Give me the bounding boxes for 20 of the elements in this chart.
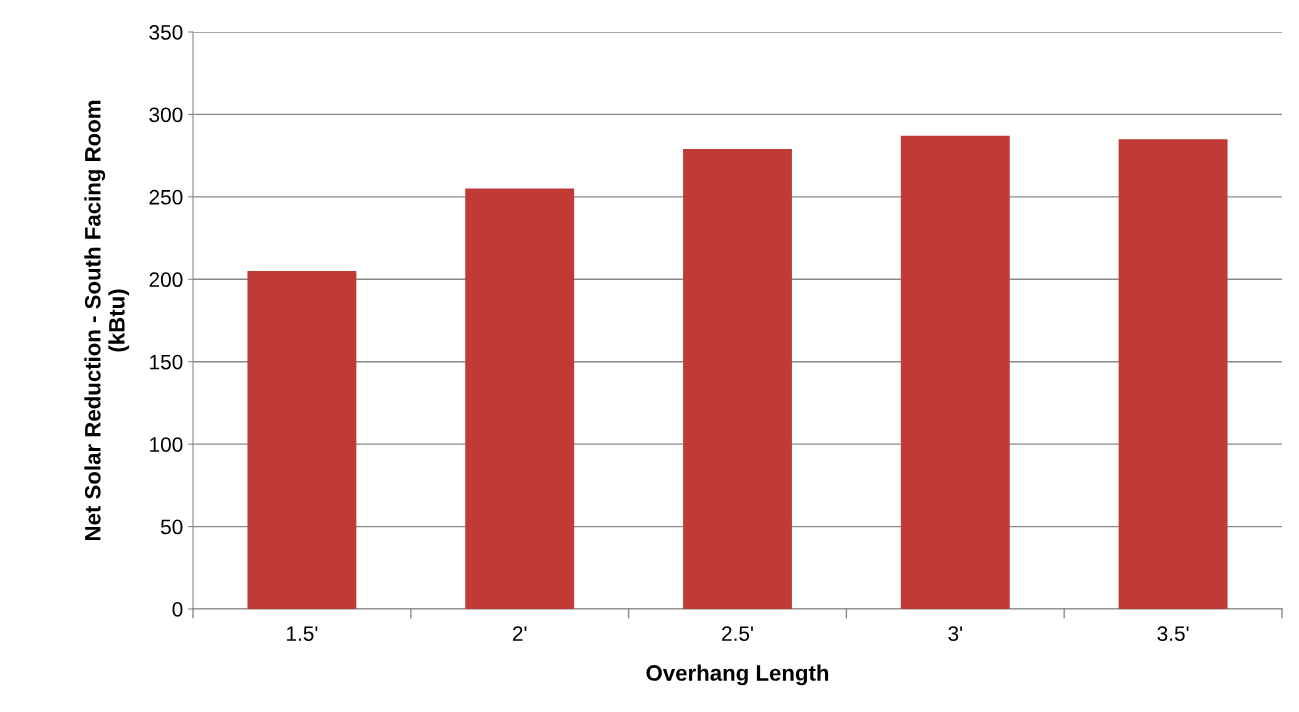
- x-tick-label: 1.5': [287, 626, 318, 641]
- x-axis-title: Overhang Length: [646, 664, 829, 686]
- bar: [465, 188, 575, 609]
- bar: [1118, 139, 1228, 609]
- bar: [683, 149, 792, 609]
- y-tick-label: 300: [149, 107, 183, 123]
- x-tick-label: 2.5': [722, 626, 753, 641]
- x-tick-label: 3': [948, 626, 963, 641]
- y-tick-label: 350: [149, 25, 183, 40]
- y-tick-label: 150: [150, 354, 183, 370]
- y-tick-label: 0: [172, 602, 183, 617]
- bar: [247, 271, 357, 609]
- y-tick-label: 100: [150, 437, 183, 452]
- y-tick-label: 250: [149, 189, 183, 205]
- y-tick-label: 200: [149, 272, 183, 288]
- x-tick-label: 2': [512, 626, 527, 641]
- y-axis-title: Net Solar Reduction - South Facing Room (kBtu): [84, 100, 130, 540]
- x-tick-label: 3.5': [1157, 626, 1189, 641]
- bar: [900, 135, 1010, 609]
- y-tick-label: 50: [160, 519, 183, 535]
